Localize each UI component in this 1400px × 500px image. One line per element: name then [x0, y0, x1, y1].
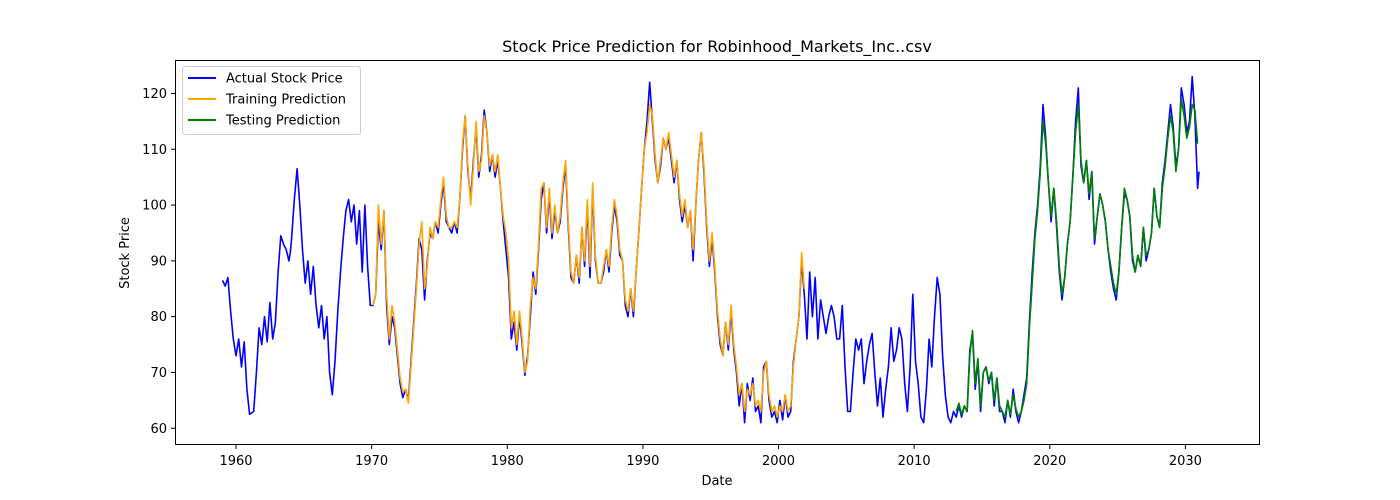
y-axis: 60 70 80 90 100 110 120 — [142, 87, 175, 437]
plot-area-frame — [175, 60, 1260, 445]
x-tick-label: 2000 — [762, 454, 795, 469]
y-tick-label: 120 — [142, 87, 167, 102]
chart-title: Stock Price Prediction for Robinhood_Mar… — [502, 37, 932, 57]
legend-label-0: Actual Stock Price — [226, 72, 343, 87]
x-tick-label: 1960 — [219, 454, 252, 469]
y-tick-label: 110 — [142, 143, 167, 158]
x-axis-label: Date — [701, 474, 732, 489]
series-line-1 — [372, 103, 806, 418]
legend-box — [182, 66, 361, 135]
series-lines — [221, 75, 1200, 424]
x-tick-label: 1990 — [626, 454, 659, 469]
x-tick-label: 1980 — [491, 454, 524, 469]
y-tick-label: 60 — [150, 422, 167, 437]
x-tick-label: 2020 — [1033, 454, 1066, 469]
x-tick-label: 2030 — [1169, 454, 1202, 469]
y-axis-label: Stock Price — [118, 217, 133, 289]
y-tick-label: 80 — [150, 310, 167, 325]
legend-label-2: Testing Prediction — [225, 114, 340, 129]
legend: Actual Stock Price Training Prediction Tes… — [182, 66, 361, 135]
y-tick-label: 70 — [150, 366, 167, 381]
y-tick-label: 100 — [142, 199, 167, 214]
legend-label-1: Training Prediction — [225, 93, 346, 108]
x-axis: 1960 1970 1980 1990 2000 2010 2020 2030 — [219, 445, 1202, 469]
x-tick-label: 1970 — [355, 454, 388, 469]
series-line-2 — [955, 98, 1199, 418]
x-tick-label: 2010 — [898, 454, 931, 469]
y-tick-label: 90 — [150, 254, 167, 269]
